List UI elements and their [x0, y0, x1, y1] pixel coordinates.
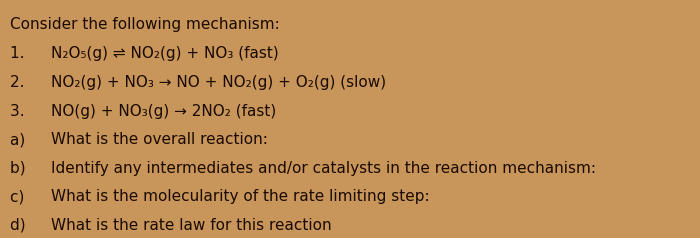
- Text: What is the rate law for this reaction: What is the rate law for this reaction: [51, 218, 332, 233]
- Text: What is the overall reaction:: What is the overall reaction:: [51, 132, 268, 147]
- Text: a): a): [10, 132, 36, 147]
- Text: 2.: 2.: [10, 75, 35, 90]
- Text: b): b): [10, 161, 36, 176]
- Text: 3.: 3.: [10, 104, 35, 119]
- Text: N₂O₅(g) ⇌ NO₂(g) + NO₃ (fast): N₂O₅(g) ⇌ NO₂(g) + NO₃ (fast): [51, 46, 279, 61]
- Text: c): c): [10, 189, 34, 204]
- Text: NO₂(g) + NO₃ → NO + NO₂(g) + O₂(g) (slow): NO₂(g) + NO₃ → NO + NO₂(g) + O₂(g) (slow…: [51, 75, 386, 90]
- Text: 1.: 1.: [10, 46, 35, 61]
- Text: What is the molecularity of the rate limiting step:: What is the molecularity of the rate lim…: [51, 189, 430, 204]
- Text: NO(g) + NO₃(g) → 2NO₂ (fast): NO(g) + NO₃(g) → 2NO₂ (fast): [51, 104, 276, 119]
- Text: Identify any intermediates and/or catalysts in the reaction mechanism:: Identify any intermediates and/or cataly…: [51, 161, 596, 176]
- Text: d): d): [10, 218, 36, 233]
- Text: Consider the following mechanism:: Consider the following mechanism:: [10, 17, 280, 32]
